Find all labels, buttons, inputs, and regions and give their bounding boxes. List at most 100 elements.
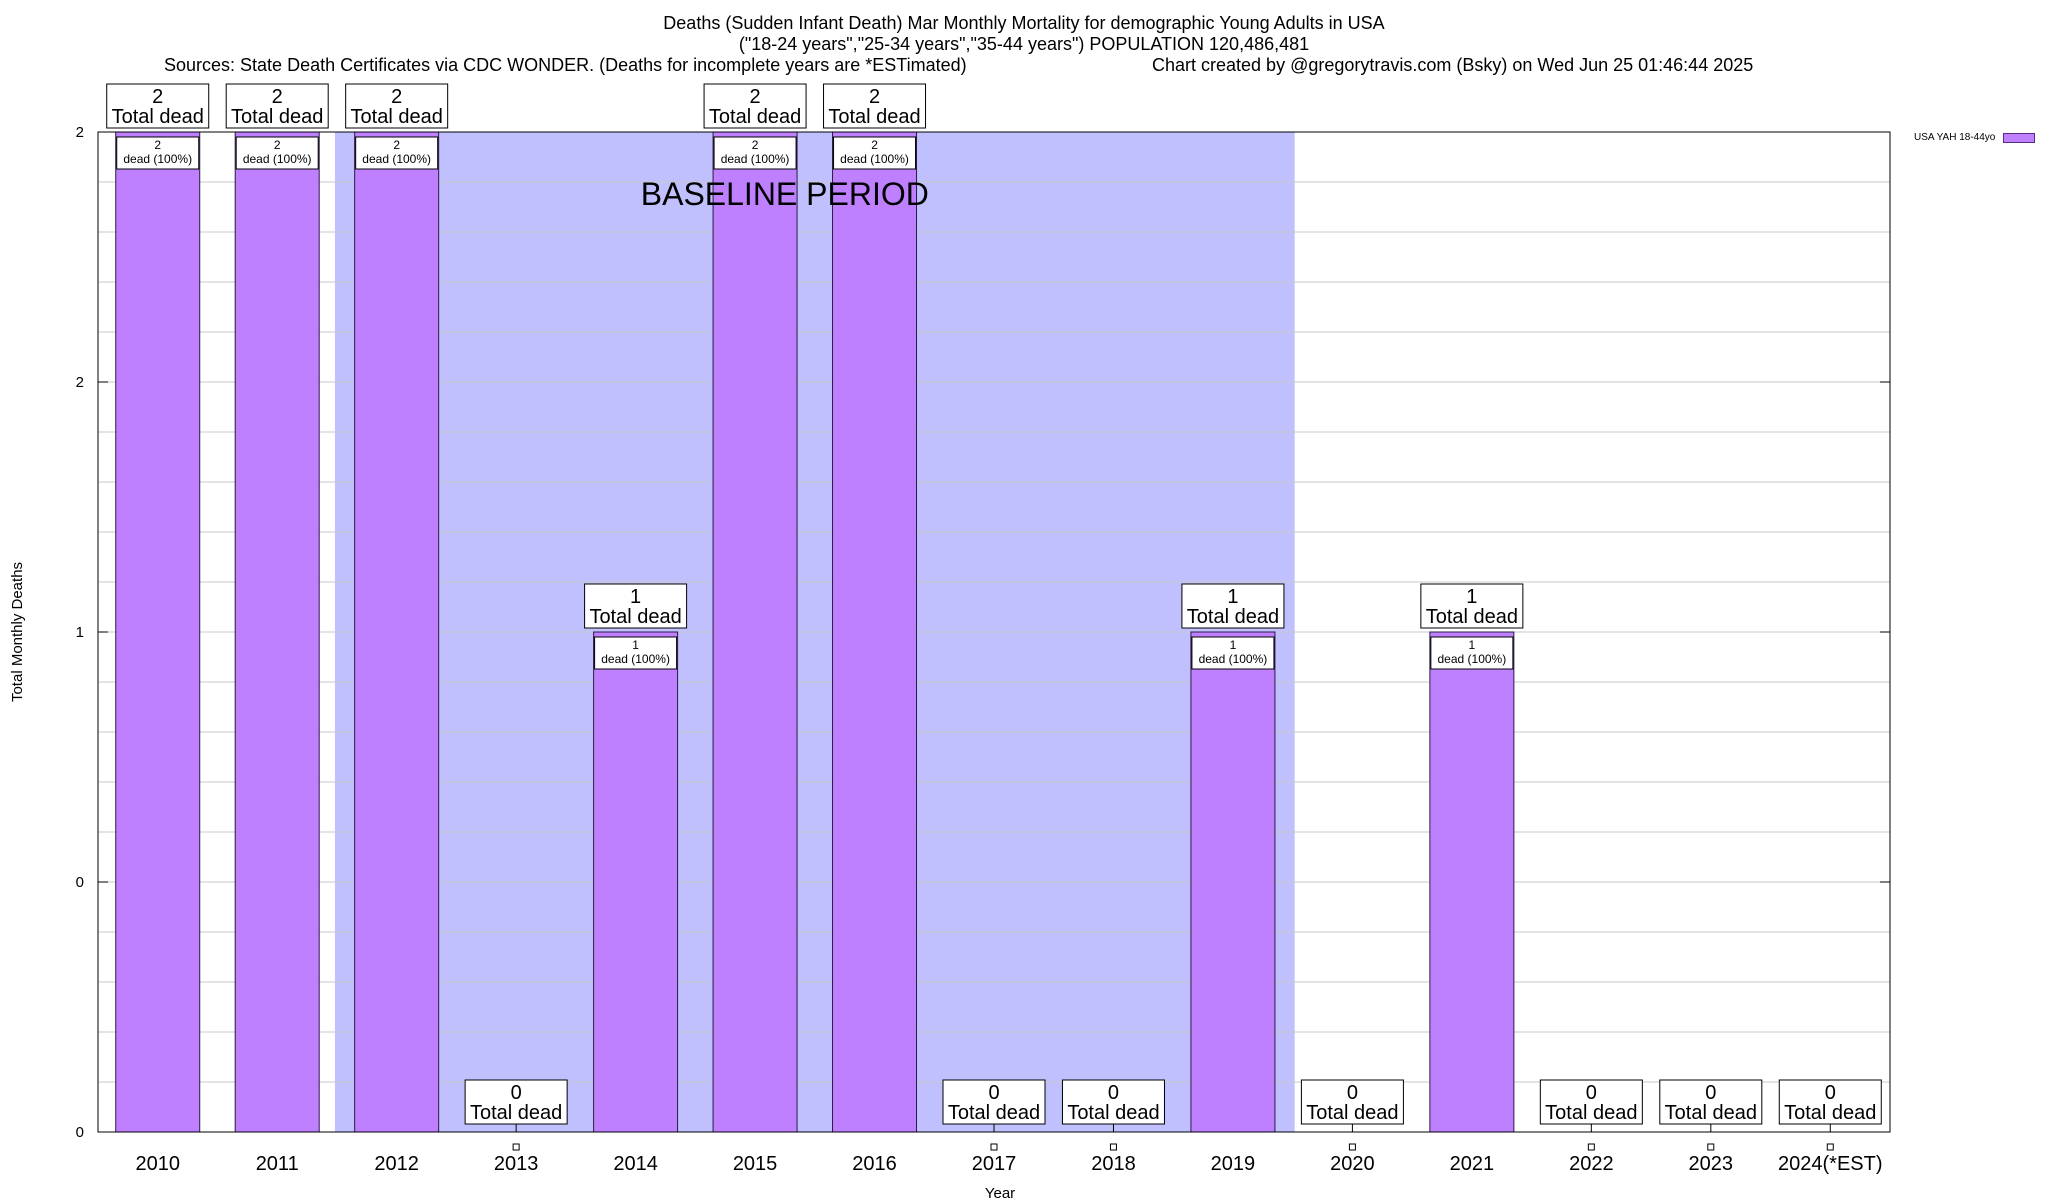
bar [1429,631,1515,1133]
total-label-text: Total dead [470,1102,562,1124]
legend: USA YAH 18-44yo [1914,132,2036,143]
bar [354,131,440,1133]
zero-marker [1348,1143,1356,1151]
chart-credit: Chart created by @gregorytravis.com (Bsk… [1152,55,1754,75]
total-label-text: Total dead [1665,1102,1757,1124]
bar-inner-label-box [713,136,797,170]
bar-inner-label-pct: dead (100%) [123,152,192,166]
x-axis-title: Year [985,1185,1015,1200]
x-tick-label: 2017 [972,1153,1017,1175]
total-label-value: 1 [630,586,641,608]
total-label-box [1778,1079,1882,1125]
x-tick-label: 2016 [852,1153,897,1175]
baseline-period-label: BASELINE PERIOD [641,176,929,212]
total-label-value: 2 [152,86,163,108]
bar-inner-label-value: 2 [274,138,281,152]
y-tick-label: 0 [76,874,84,891]
total-label-value: 2 [750,86,761,108]
zero-marker [1707,1143,1715,1151]
total-label-text: Total dead [1784,1102,1876,1124]
total-label-box [464,1079,568,1125]
total-label-value: 0 [988,1082,999,1104]
bar-inner-label-pct: dead (100%) [601,652,670,666]
x-tick-label: 2020 [1330,1153,1375,1175]
y-tick-label: 0 [76,1124,84,1141]
x-tick-label: 2021 [1450,1153,1495,1175]
zero-marker [990,1143,998,1151]
x-tick-label: 2011 [256,1153,299,1175]
total-label-value: 2 [869,86,880,108]
y-tick-label: 1 [76,624,84,641]
total-label-text: Total dead [1067,1102,1159,1124]
bar-inner-label-value: 2 [871,138,878,152]
bar-inner-label-pct: dead (100%) [721,152,790,166]
chart-title-line1: Deaths (Sudden Infant Death) Mar Monthly… [663,13,1385,33]
total-label-value: 0 [1825,1082,1836,1104]
total-label-value: 0 [511,1082,522,1104]
total-label-value: 2 [391,86,402,108]
total-label-box [1061,1079,1165,1125]
bar-inner-label-box [116,136,200,170]
total-label-text: Total dead [1426,606,1518,628]
total-label-box [942,1079,1046,1125]
total-label-box [225,83,329,129]
bar-inner-label-box [1430,636,1514,670]
total-label-box [106,83,210,129]
total-label-box [1300,1079,1404,1125]
x-tick-label: 2022 [1569,1153,1614,1175]
total-label-value: 2 [272,86,283,108]
total-label-box [345,83,449,129]
total-label-box [1659,1079,1763,1125]
bar [712,131,798,1133]
total-label-text: Total dead [351,106,443,128]
bar-inner-label-box [833,136,917,170]
total-label-box [1539,1079,1643,1125]
legend-label: USA YAH 18-44yo [1914,132,1996,143]
zero-marker [512,1143,520,1151]
bar-inner-label-value: 1 [632,638,639,652]
zero-marker [1826,1143,1834,1151]
total-label-text: Total dead [589,606,681,628]
bar [1190,631,1276,1133]
bar-inner-label-value: 1 [1469,638,1476,652]
bar [234,131,320,1133]
legend-swatch [2003,132,2036,143]
x-tick-label: 2024(*EST) [1778,1153,1883,1175]
total-label-value: 0 [1347,1082,1358,1104]
total-label-text: Total dead [1306,1102,1398,1124]
bar-inner-label-pct: dead (100%) [362,152,431,166]
bar-inner-label-pct: dead (100%) [1438,652,1507,666]
x-tick-label: 2014 [613,1153,658,1175]
y-tick-label: 2 [76,374,84,391]
total-label-box [1420,583,1524,629]
total-label-text: Total dead [828,106,920,128]
chart-sources: Sources: State Death Certificates via CD… [164,55,967,75]
bar [115,131,201,1133]
x-tick-label: 2015 [733,1153,778,1175]
total-label-text: Total dead [709,106,801,128]
x-tick-label: 2012 [374,1153,419,1175]
total-label-text: Total dead [1187,606,1279,628]
x-tick-label: 2023 [1689,1153,1734,1175]
bar-inner-label-pct: dead (100%) [840,152,909,166]
x-tick-label: 2019 [1211,1153,1256,1175]
total-label-text: Total dead [112,106,204,128]
x-tick-label: 2010 [135,1153,180,1175]
total-label-text: Total dead [948,1102,1040,1124]
x-tick-label: 2018 [1091,1153,1136,1175]
total-label-box [584,583,688,629]
bar-inner-label-box [355,136,439,170]
zero-marker [1109,1143,1117,1151]
bar-inner-label-value: 2 [154,138,161,152]
bar [832,131,918,1133]
total-label-box [1181,583,1285,629]
total-label-text: Total dead [1545,1102,1637,1124]
bar-inner-label-box [235,136,319,170]
total-label-value: 0 [1586,1082,1597,1104]
total-label-box [703,83,807,129]
total-label-box [823,83,927,129]
y-tick-label: 2 [76,124,84,141]
bar [593,631,679,1133]
bar-inner-label-box [1191,636,1275,670]
